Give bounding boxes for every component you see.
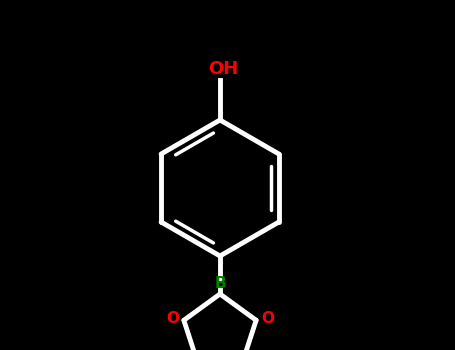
Text: OH: OH [208, 60, 238, 78]
Text: O: O [166, 311, 179, 326]
Text: B: B [214, 276, 226, 292]
Text: O: O [261, 311, 274, 326]
